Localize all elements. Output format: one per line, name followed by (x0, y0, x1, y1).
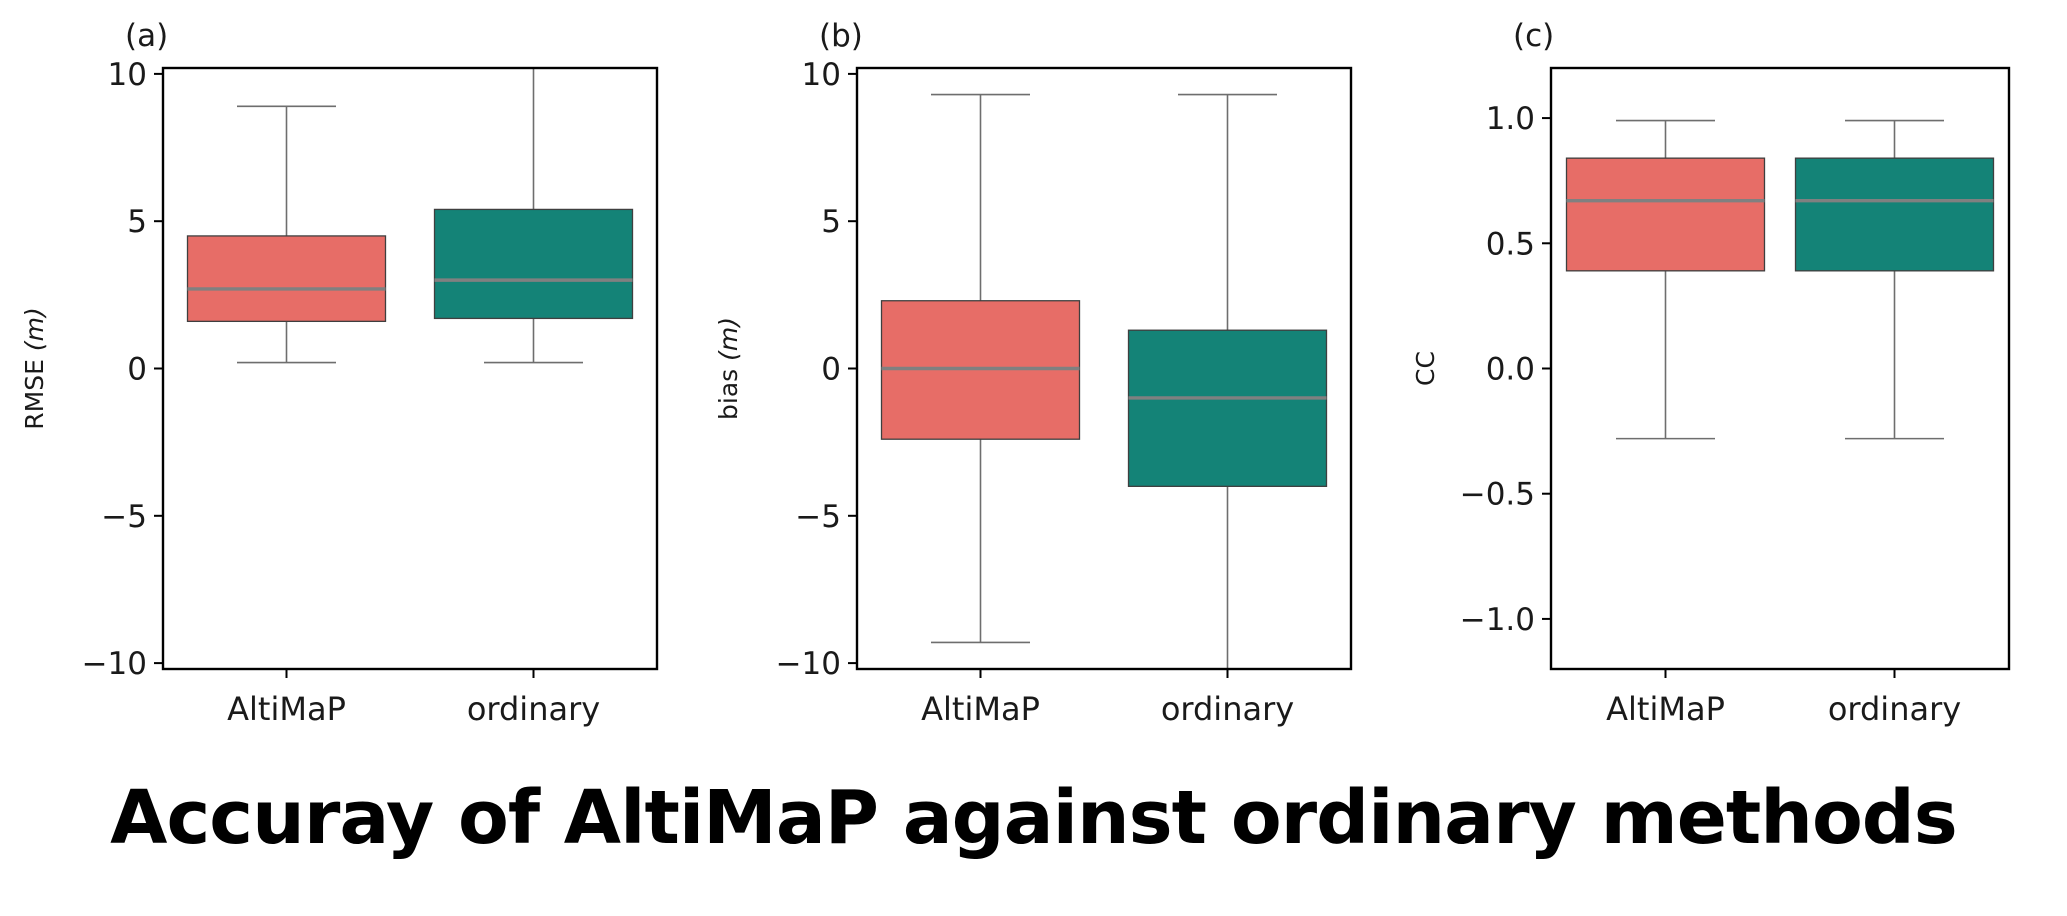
panel-1-label: (b) (819, 18, 863, 54)
panel-0-xtick-label: AltiMaP (227, 690, 346, 728)
panel-2-ytick-label: −0.5 (1460, 477, 1535, 513)
panel-0-ytick-label: 10 (108, 57, 147, 93)
panel-1-xtick-label: ordinary (1161, 690, 1294, 728)
panel-0-altimap-box (186, 235, 387, 323)
panel-2-ytick-label: 0.0 (1486, 352, 1535, 388)
panel-0-ylabel: RMSE (m) (20, 307, 49, 429)
panel-2-ytick-label: 0.5 (1486, 226, 1535, 262)
panel-1-ytick-label: 10 (802, 57, 841, 93)
panel-2-xtick-label: AltiMaP (1606, 690, 1725, 728)
panel-0-ytick-label: 5 (127, 204, 147, 240)
panel-2-label: (c) (1513, 18, 1554, 54)
panel-2-ordinary-box (1794, 157, 1995, 272)
panel-1-ytick-label: −5 (795, 499, 841, 535)
panel-0-axes-frame (161, 66, 659, 671)
panel-2-ytick-label: 1.0 (1486, 101, 1535, 137)
panel-1-ylabel: bias (m) (714, 317, 743, 420)
box-plot-figure: 10 5 0 −5 −10 AltiMaP ordinary (a) RMSE (m) 10 5 0 −… (20, 18, 2011, 728)
panel-2-altimap-box (1565, 157, 1766, 272)
panel-1-ytick-label: −10 (776, 646, 841, 682)
panel-2-xtick-label: ordinary (1828, 690, 1961, 728)
panel-1-ytick-label: 5 (821, 204, 841, 240)
panel-0-ordinary-box (433, 208, 634, 320)
panel-1-xtick-label: AltiMaP (921, 690, 1040, 728)
figure-title: Accuray of AltiMaP against ordinary meth… (110, 775, 1958, 861)
panel-1-ordinary-box (1127, 329, 1328, 487)
panel-2-ylabel: CC (1411, 351, 1440, 386)
panel-0-ytick-label: 0 (127, 352, 147, 388)
panel-0-ytick-label: −5 (101, 499, 147, 535)
panel-2-ytick-label: −1.0 (1460, 602, 1535, 638)
panel-0-label: (a) (125, 18, 168, 54)
panel-1-ytick-label: 0 (821, 352, 841, 388)
panel-0-ytick-label: −10 (82, 646, 147, 682)
panel-0-xtick-label: ordinary (467, 690, 600, 728)
